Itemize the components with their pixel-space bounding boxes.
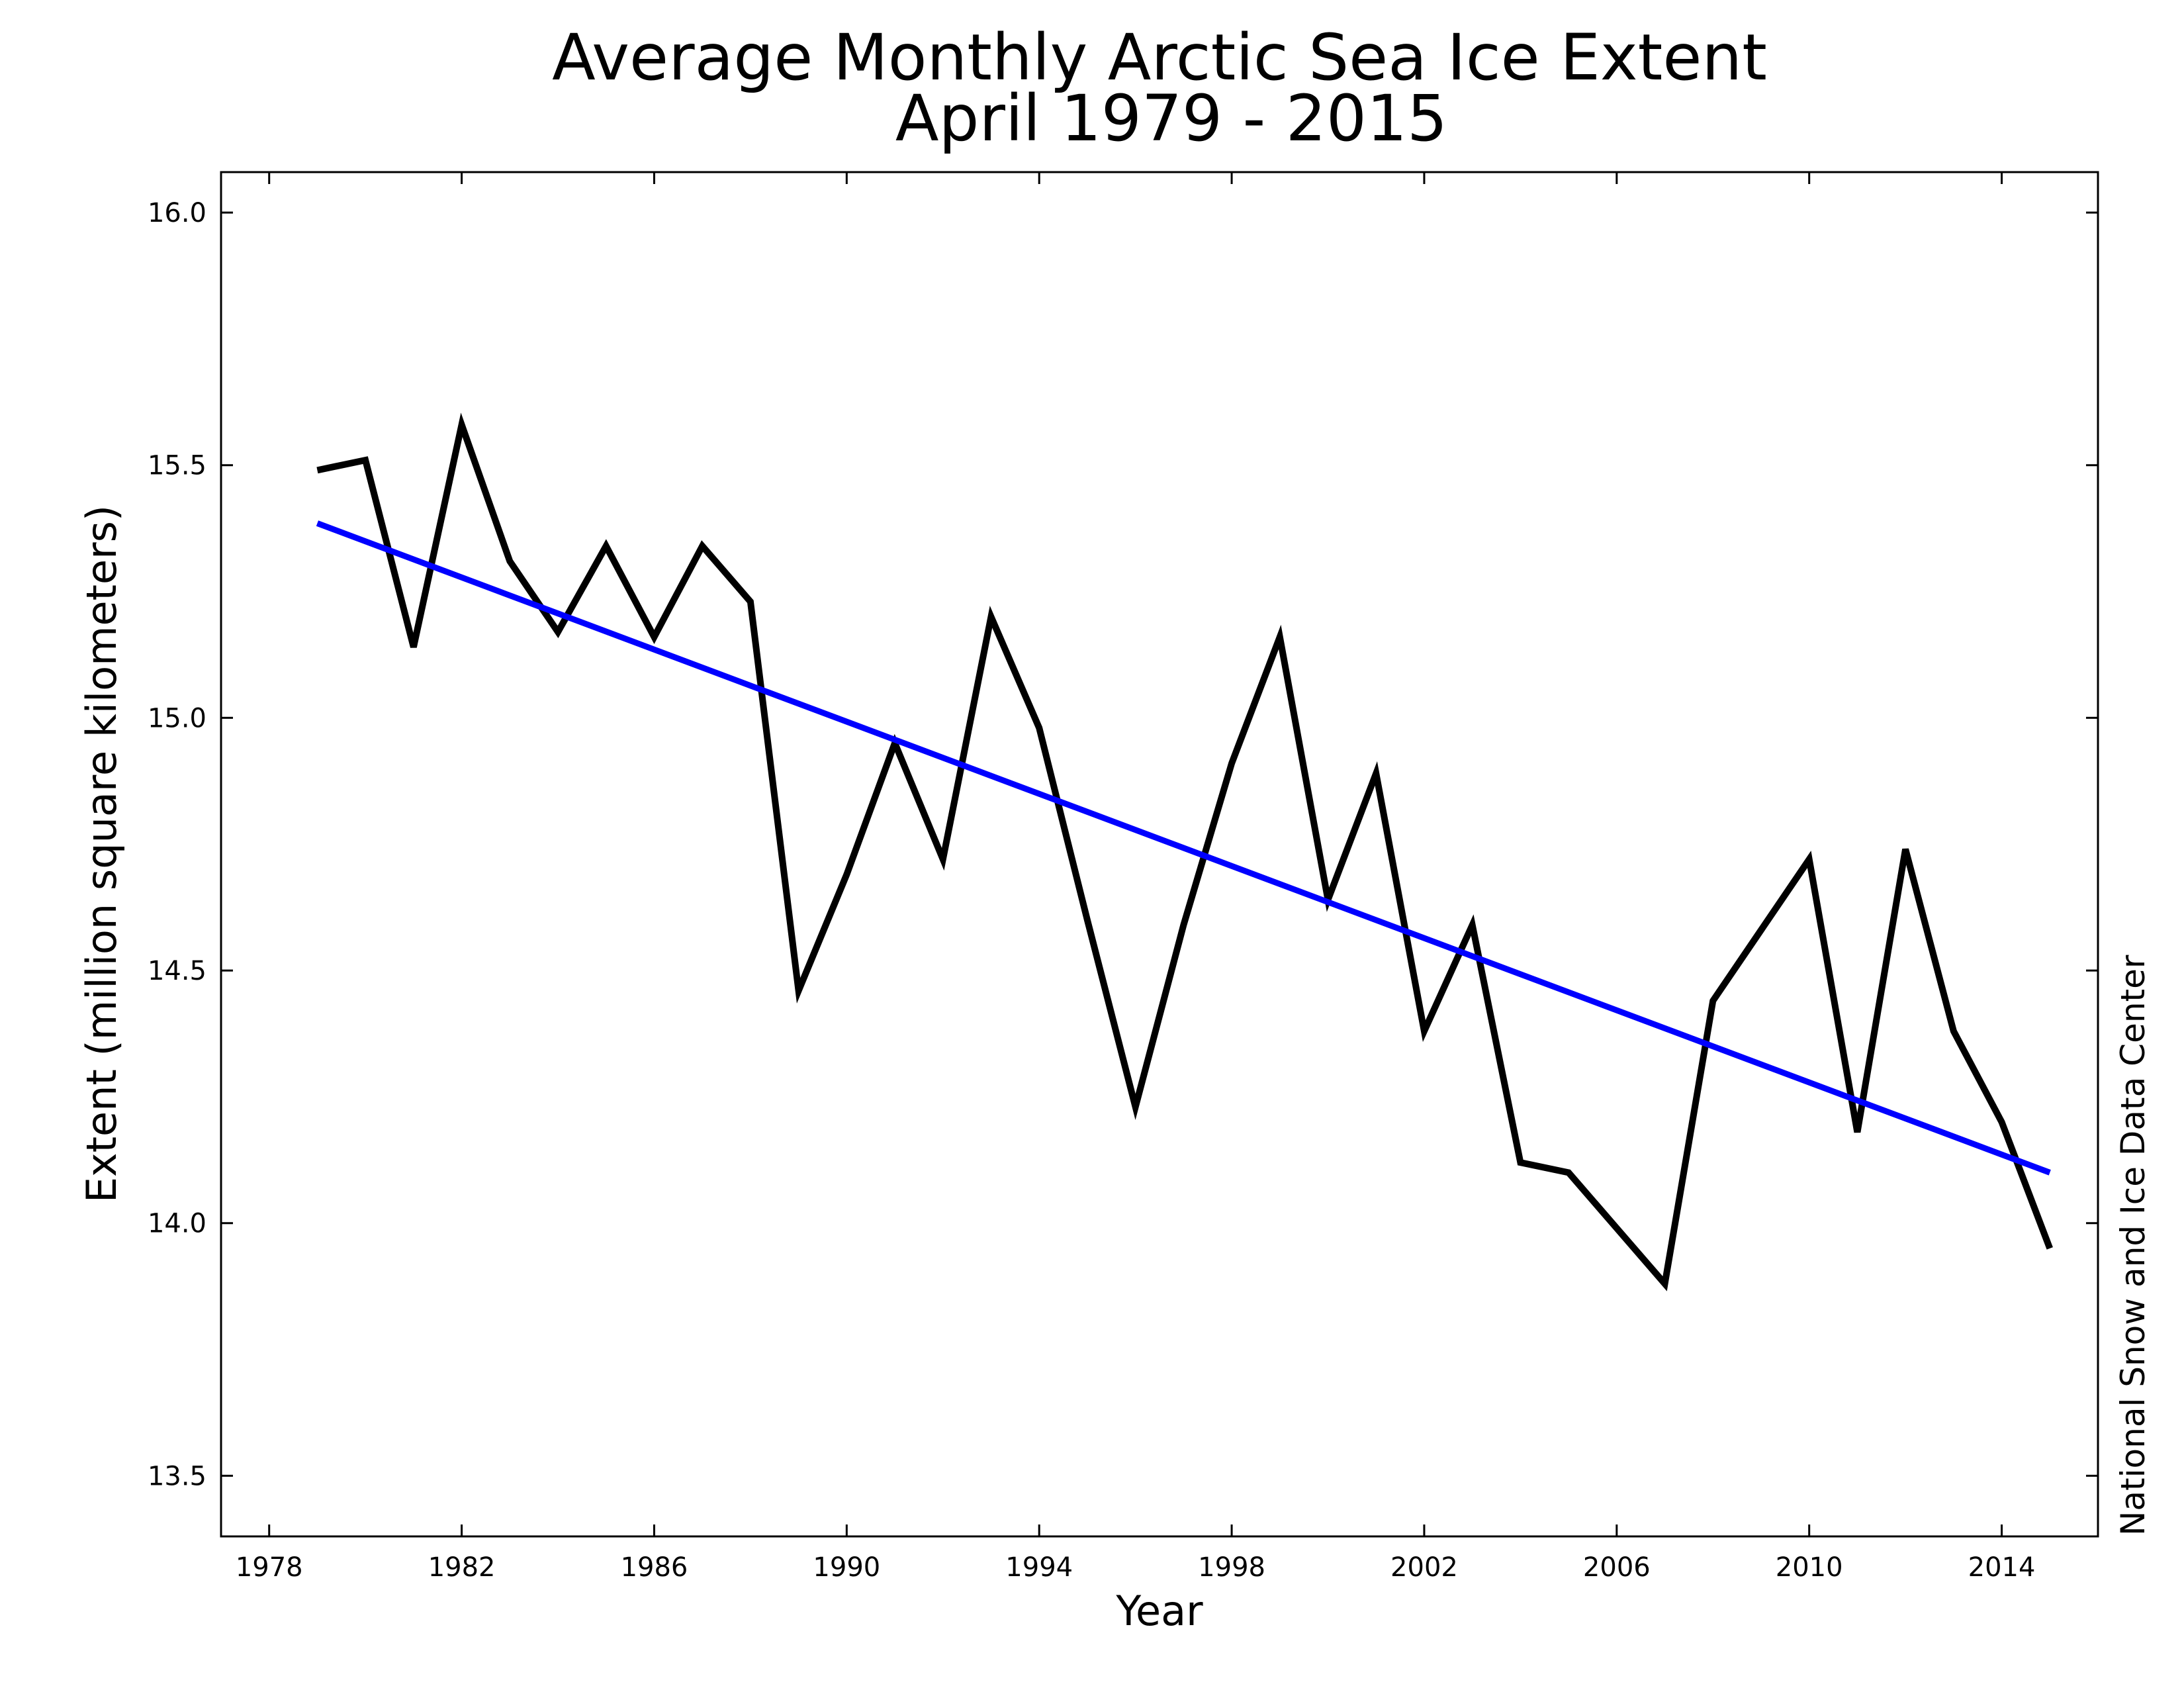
credit-text: National Snow and Ice Data Center	[2114, 955, 2152, 1536]
plot-frame	[220, 171, 2099, 1538]
x-tick-label: 2010	[1776, 1552, 1843, 1583]
y-tick-label: 13.5	[148, 1461, 206, 1491]
chart-title: Average Monthly Arctic Sea Ice Extent	[552, 21, 1767, 95]
x-axis-label: Year	[1115, 1587, 1203, 1635]
y-tick-label: 15.0	[148, 703, 206, 733]
y-tick-label: 14.5	[148, 956, 206, 986]
x-tick-label: 2002	[1390, 1552, 1458, 1583]
x-tick-label: 1982	[428, 1552, 496, 1583]
extent-line	[316, 412, 2053, 1291]
x-tick-label: 1998	[1198, 1552, 1265, 1583]
y-tick-label: 14.0	[148, 1209, 206, 1239]
x-tick-label: 1990	[813, 1552, 880, 1583]
y-tick-label: 15.5	[148, 451, 206, 481]
trend-line	[316, 520, 2051, 1176]
x-tick-label: 2014	[1968, 1552, 2036, 1583]
y-axis-label: Extent (million square kilometers)	[77, 505, 126, 1203]
x-tick-label: 1994	[1005, 1552, 1073, 1583]
x-tick-label: 1978	[236, 1552, 303, 1583]
x-tick-label: 2006	[1583, 1552, 1651, 1583]
x-tick-label: 1986	[621, 1552, 688, 1583]
chart-subtitle: April 1979 - 2015	[895, 81, 1447, 156]
y-tick-label: 16.0	[148, 198, 206, 228]
